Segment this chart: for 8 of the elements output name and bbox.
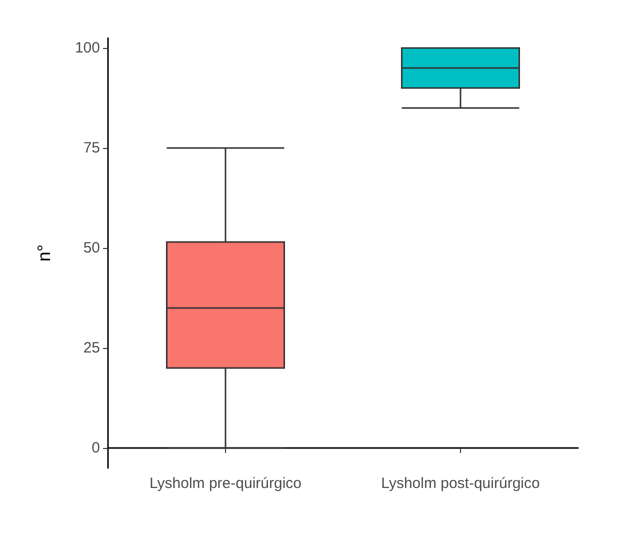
y-tick-label: 75 [83,140,100,156]
x-tick-label: Lysholm pre-quirúrgico [149,475,302,492]
y-tick-label: 100 [74,40,100,56]
x-tick-label: Lysholm post-quirúrgico [381,475,540,492]
y-axis-title: n° [34,244,54,262]
y-tick-label: 50 [83,240,100,256]
y-tick-label: 0 [92,440,100,456]
y-tick-label: 25 [83,340,100,356]
